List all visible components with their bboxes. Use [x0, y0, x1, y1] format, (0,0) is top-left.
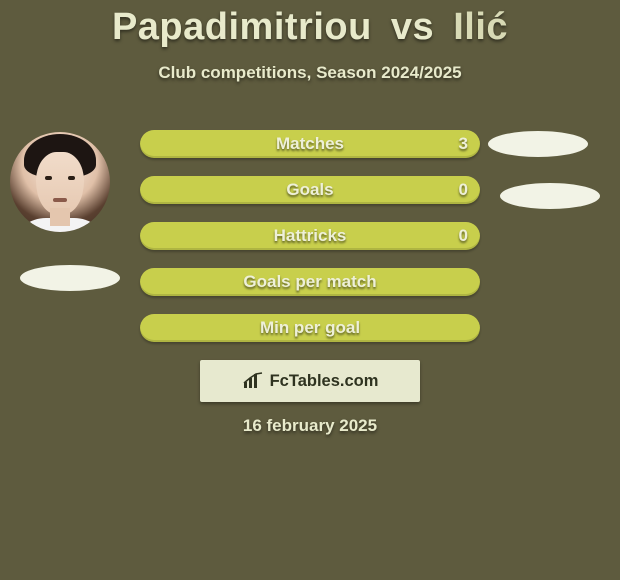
stat-label: Goals: [140, 176, 480, 204]
stat-bars: Matches 3 Goals 0 Hattricks 0 Goals per …: [140, 130, 480, 360]
player1-avatar: [10, 132, 110, 232]
player1-name: Papadimitriou: [112, 6, 372, 48]
subtitle: Club competitions, Season 2024/2025: [0, 63, 620, 83]
player2-ellipse-1: [488, 131, 588, 157]
stat-bar-matches: Matches 3: [140, 130, 480, 158]
bar-chart-icon: [242, 372, 264, 390]
stat-bar-goals-per-match: Goals per match: [140, 268, 480, 296]
stat-value: 0: [459, 176, 468, 204]
stat-value: 0: [459, 222, 468, 250]
stat-label: Min per goal: [140, 314, 480, 342]
stat-bar-goals: Goals 0: [140, 176, 480, 204]
page-title: Papadimitriou vs Ilić: [0, 6, 620, 49]
brand-text: FcTables.com: [270, 372, 379, 391]
stat-bar-min-per-goal: Min per goal: [140, 314, 480, 342]
stat-label: Hattricks: [140, 222, 480, 250]
snapshot-date: 16 february 2025: [0, 416, 620, 436]
player1-base-ellipse: [20, 265, 120, 291]
stat-bar-hattricks: Hattricks 0: [140, 222, 480, 250]
stat-label: Goals per match: [140, 268, 480, 296]
vs-separator: vs: [391, 6, 434, 48]
stat-value: 3: [459, 130, 468, 158]
player2-ellipse-2: [500, 183, 600, 209]
brand-badge: FcTables.com: [200, 360, 420, 402]
comparison-infographic: Papadimitriou vs Ilić Club competitions,…: [0, 6, 620, 580]
stat-label: Matches: [140, 130, 480, 158]
player2-name: Ilić: [453, 6, 508, 48]
